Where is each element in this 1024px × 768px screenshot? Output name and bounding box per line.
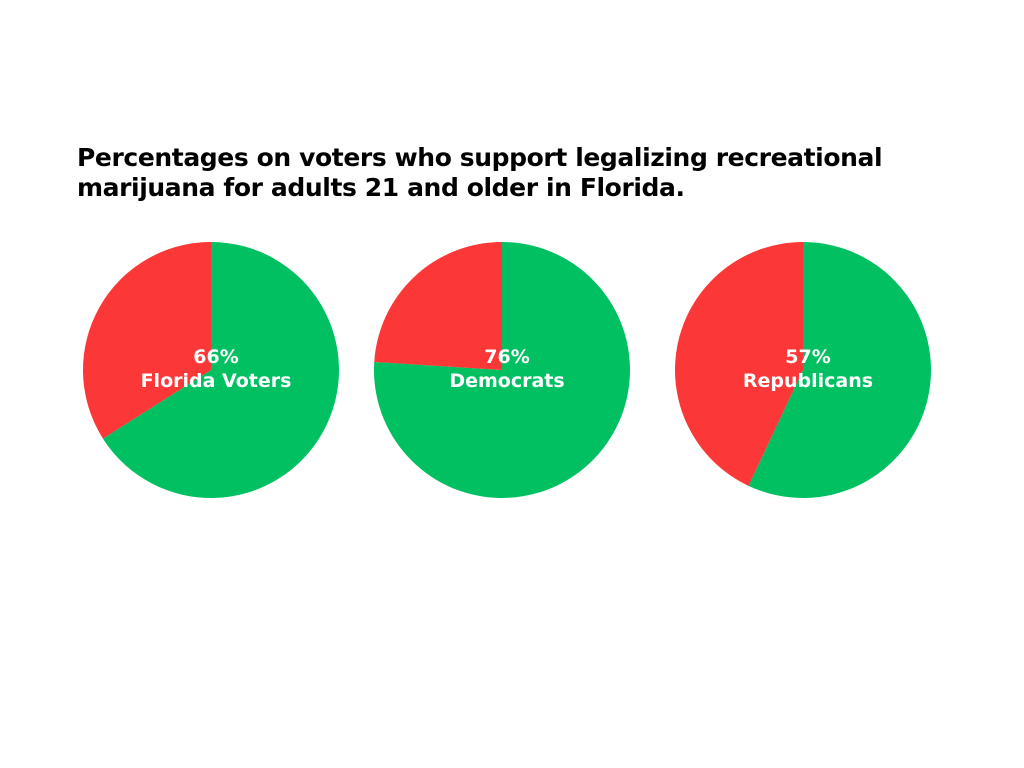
pie-category-label-republicans: Republicans: [743, 370, 873, 392]
pie-chart-florida-voters: 66%Florida Voters: [83, 242, 339, 499]
pie-value-label-republicans: 57%: [785, 346, 830, 368]
pie-slice-democrats-other: [374, 242, 502, 370]
pie-chart-democrats: 76%Democrats: [374, 242, 630, 498]
chart-title-line-2: marijuana for adults 21 and older in Flo…: [77, 173, 685, 202]
chart-title-line-1: Percentages on voters who support legali…: [77, 143, 883, 172]
pie-slice-republicans-support: [748, 242, 932, 498]
pie-slice-florida-voters-support: [102, 242, 339, 499]
pie-category-label-florida-voters: Florida Voters: [141, 370, 292, 392]
pie-value-label-florida-voters: 66%: [193, 346, 238, 368]
pie-chart-republicans: 57%Republicans: [675, 242, 932, 498]
pie-slice-florida-voters-other: [83, 242, 211, 439]
chart-title: Percentages on voters who support legali…: [77, 143, 937, 203]
pie-slice-republicans-other: [675, 242, 803, 486]
pie-value-label-democrats: 76%: [484, 346, 529, 368]
pie-category-label-democrats: Democrats: [449, 370, 564, 392]
